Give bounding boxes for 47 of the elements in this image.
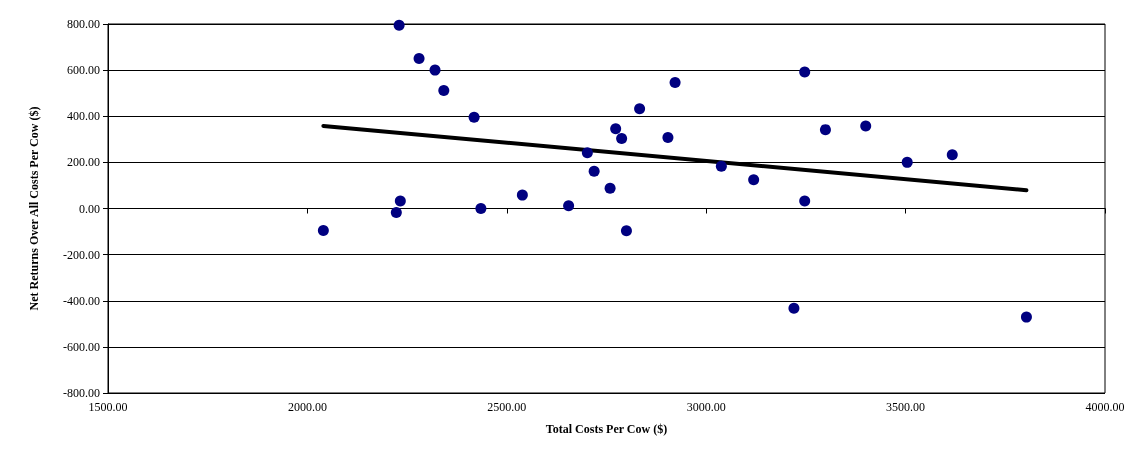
x-tick-label: 1500.00	[88, 400, 128, 414]
point	[620, 225, 632, 237]
x-tick-label: 2500.00	[487, 400, 527, 414]
point	[429, 64, 441, 76]
point	[662, 131, 674, 143]
point	[393, 19, 405, 31]
point	[516, 189, 528, 201]
point	[799, 195, 811, 207]
point	[581, 147, 593, 159]
x-tick-label: 3000.00	[686, 400, 726, 414]
x-tick-label: 4000.00	[1085, 400, 1125, 414]
point	[413, 53, 425, 65]
point	[317, 224, 329, 236]
point	[394, 195, 406, 207]
point	[588, 165, 600, 177]
point	[390, 206, 402, 218]
point	[610, 123, 622, 135]
point	[563, 200, 575, 212]
point	[819, 124, 831, 136]
y-tick-label: 400.00	[67, 109, 100, 124]
y-tick-label: -800.00	[63, 386, 100, 400]
x-tick-label: 3500.00	[886, 400, 926, 414]
point	[715, 160, 727, 172]
point	[748, 174, 760, 186]
point	[634, 103, 646, 115]
y-tick-label: -400.00	[63, 293, 100, 308]
y-tick-label: -600.00	[63, 339, 100, 354]
point	[946, 149, 958, 161]
y-tick-label: 600.00	[67, 63, 100, 78]
point	[799, 66, 811, 78]
y-tick-label: 800.00	[67, 17, 100, 31]
y-axis-title: Net Returns Over All Costs Per Cow ($)	[27, 106, 41, 311]
point	[475, 203, 487, 214]
point	[669, 77, 681, 89]
y-tick-label: 0.00	[79, 201, 100, 216]
point	[604, 182, 616, 194]
point	[901, 156, 913, 168]
point	[788, 302, 800, 314]
point	[860, 120, 872, 132]
y-tick-label: -200.00	[63, 247, 100, 262]
point	[616, 132, 628, 144]
point	[438, 84, 450, 96]
point	[1020, 311, 1032, 323]
point	[468, 111, 480, 123]
x-axis-title: Total Costs Per Cow ($)	[545, 422, 668, 436]
y-tick-label: 200.00	[67, 155, 100, 170]
x-tick-label: 2000.00	[287, 400, 327, 414]
